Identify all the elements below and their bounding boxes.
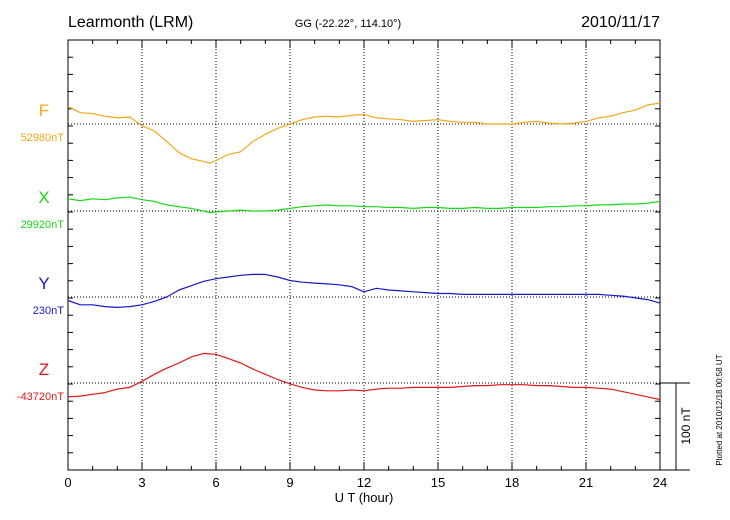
axis-ticks (67, 40, 661, 471)
series-baseline-y: 230nT (33, 305, 64, 317)
series-line-z (67, 352, 661, 401)
x-tick-label: 9 (286, 475, 293, 490)
coordinates-label: GG (-22.22°, 114.10°) (295, 18, 401, 30)
series-line-x (67, 196, 661, 214)
series-name-f: F (39, 101, 49, 120)
series-line-y (67, 273, 661, 308)
series-lines (67, 102, 661, 401)
x-tick-label: 3 (138, 475, 145, 490)
series-labels: F 52980nT X 29920nT Y 230nT Z -43720nT (17, 101, 64, 403)
scale-bar-label: 100 nT (679, 407, 693, 445)
x-tick-label: 12 (357, 475, 371, 490)
series-name-y: Y (38, 274, 49, 293)
series-name-z: Z (39, 360, 49, 379)
series-baseline-x: 29920nT (21, 219, 65, 231)
scale-bar: 100 nT (660, 382, 693, 471)
x-tick-label: 24 (653, 475, 667, 490)
x-axis-label: U T (hour) (335, 490, 394, 505)
plotted-at-note: Plotted at 2010/12/18 00:58 UT (715, 354, 724, 465)
x-tick-label: 15 (431, 475, 445, 490)
series-baseline-f: 52980nT (21, 132, 65, 144)
x-tick-labels: 0 3 6 9 12 15 18 21 24 (64, 475, 667, 490)
station-title: Learmonth (LRM) (68, 14, 193, 31)
series-name-x: X (38, 188, 49, 207)
series-baseline-z: -43720nT (17, 391, 64, 403)
date-label: 2010/11/17 (581, 14, 660, 31)
grid-lines (68, 40, 660, 470)
x-tick-label: 0 (64, 475, 71, 490)
x-tick-label: 21 (579, 475, 593, 490)
plot-frame (67, 39, 661, 471)
x-tick-label: 6 (212, 475, 219, 490)
x-tick-label: 18 (505, 475, 519, 490)
series-line-f (67, 102, 661, 164)
